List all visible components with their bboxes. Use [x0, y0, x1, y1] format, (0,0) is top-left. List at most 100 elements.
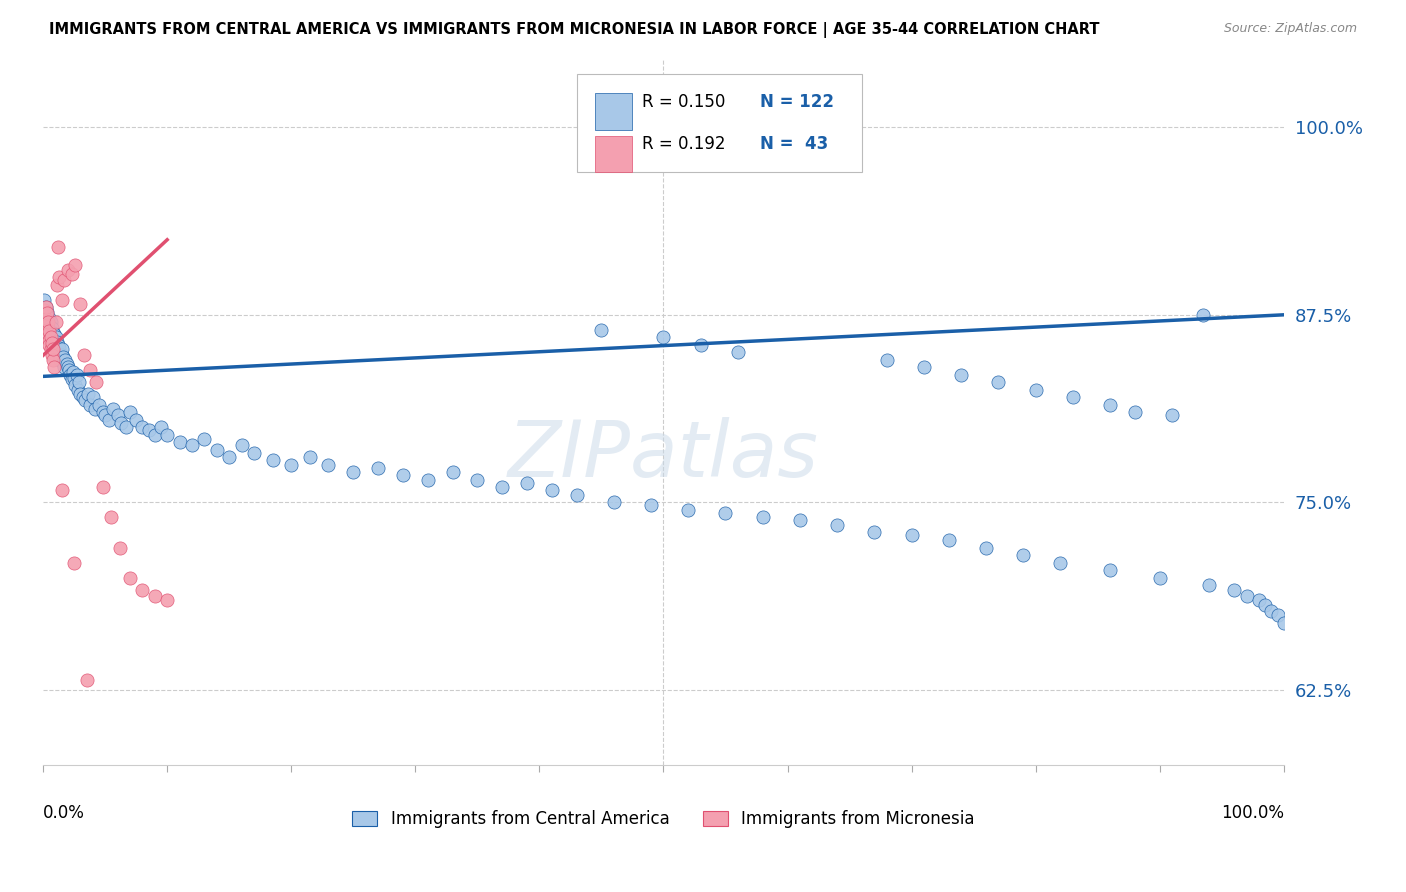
Point: [65, 368, 87, 382]
Point: [118, 405, 141, 419]
Point: [60, 267, 83, 281]
Point: [751, 510, 773, 524]
Point: [44, 327, 66, 342]
Point: [1012, 548, 1035, 562]
Point: [41, 348, 63, 362]
Point: [591, 323, 613, 337]
Point: [51, 483, 73, 498]
Point: [37, 312, 59, 326]
Point: [62, 365, 84, 379]
Point: [35, 308, 58, 322]
Point: [193, 433, 215, 447]
Point: [107, 409, 129, 423]
Point: [101, 402, 124, 417]
Point: [181, 438, 204, 452]
Point: [416, 473, 439, 487]
Point: [60, 372, 83, 386]
Point: [42, 352, 65, 367]
Point: [66, 383, 89, 397]
Point: [91, 480, 114, 494]
Point: [640, 499, 662, 513]
Point: [42, 326, 65, 340]
Point: [516, 475, 538, 490]
Point: [1161, 409, 1184, 423]
Point: [44, 315, 66, 329]
Text: Source: ZipAtlas.com: Source: ZipAtlas.com: [1223, 22, 1357, 36]
Point: [48, 348, 70, 362]
Point: [1192, 308, 1215, 322]
Point: [84, 402, 107, 417]
Point: [35, 323, 58, 337]
Point: [342, 466, 364, 480]
Point: [131, 582, 153, 597]
Point: [900, 528, 922, 542]
Point: [41, 321, 63, 335]
Point: [540, 483, 562, 498]
Text: ZIPatlas: ZIPatlas: [508, 417, 818, 492]
Point: [51, 348, 73, 362]
Point: [35, 306, 58, 320]
Point: [44, 334, 66, 348]
Point: [34, 308, 56, 322]
Point: [46, 240, 69, 254]
Point: [143, 428, 166, 442]
Point: [41, 336, 63, 351]
Point: [1260, 603, 1282, 617]
Point: [39, 323, 62, 337]
Point: [1099, 563, 1122, 577]
Point: [82, 390, 104, 404]
Point: [367, 461, 389, 475]
Point: [63, 371, 86, 385]
Point: [65, 258, 87, 272]
Point: [100, 510, 122, 524]
Point: [34, 312, 56, 326]
Point: [59, 368, 82, 382]
Point: [55, 357, 77, 371]
Point: [689, 338, 711, 352]
Point: [1049, 556, 1071, 570]
Point: [56, 262, 79, 277]
Point: [441, 466, 464, 480]
Point: [97, 413, 120, 427]
Point: [491, 480, 513, 494]
FancyBboxPatch shape: [595, 94, 633, 130]
Point: [45, 334, 67, 349]
Point: [44, 360, 66, 375]
Point: [467, 473, 489, 487]
Point: [138, 424, 160, 438]
Point: [39, 315, 62, 329]
Point: [974, 541, 997, 555]
Point: [1198, 578, 1220, 592]
Point: [75, 393, 97, 408]
Point: [69, 387, 91, 401]
Point: [156, 428, 179, 442]
Point: [35, 305, 58, 319]
Point: [1025, 383, 1047, 397]
Point: [86, 376, 108, 390]
Point: [63, 556, 86, 570]
Point: [37, 327, 59, 342]
Point: [34, 315, 56, 329]
FancyBboxPatch shape: [576, 74, 862, 172]
Point: [39, 330, 62, 344]
Point: [73, 348, 96, 362]
Point: [392, 468, 415, 483]
Point: [34, 303, 56, 318]
Point: [1062, 390, 1084, 404]
Point: [37, 315, 59, 329]
Point: [1272, 615, 1295, 630]
Legend: Immigrants from Central America, Immigrants from Micronesia: Immigrants from Central America, Immigra…: [346, 803, 981, 834]
Point: [67, 376, 90, 390]
Point: [298, 450, 321, 465]
Text: N = 122: N = 122: [761, 93, 834, 111]
Point: [987, 376, 1010, 390]
Point: [52, 350, 75, 364]
Point: [53, 360, 76, 375]
Point: [65, 378, 87, 392]
Point: [38, 324, 60, 338]
Point: [280, 458, 302, 472]
Point: [46, 338, 69, 352]
Point: [1236, 589, 1258, 603]
Point: [44, 338, 66, 352]
Text: R = 0.150: R = 0.150: [643, 93, 725, 111]
